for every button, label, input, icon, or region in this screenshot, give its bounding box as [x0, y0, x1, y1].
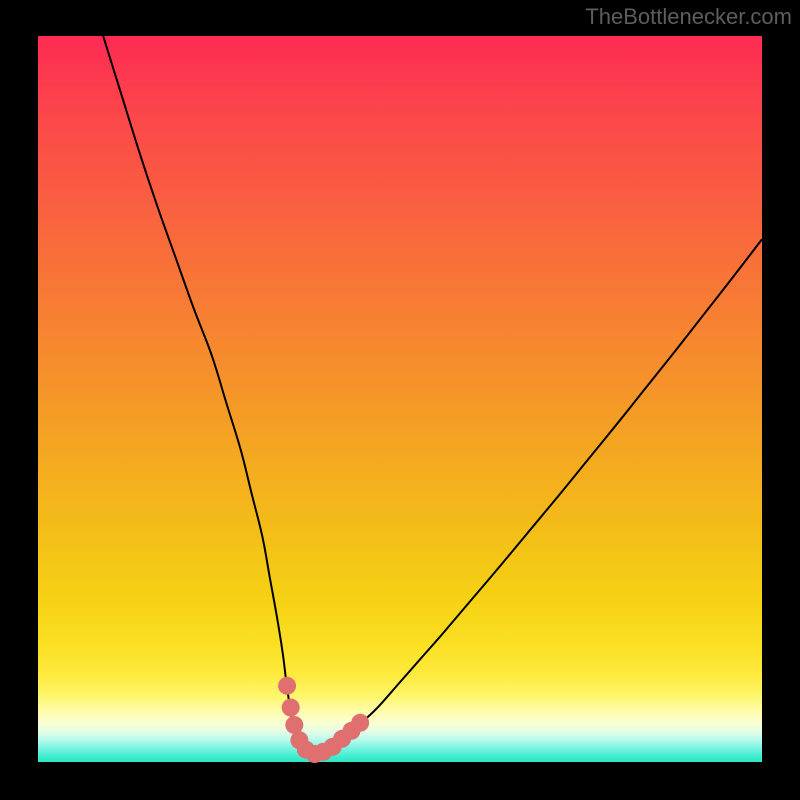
- curve-overlay: [0, 0, 800, 800]
- curve-right-branch: [310, 239, 763, 754]
- highlight-dot: [351, 714, 369, 732]
- curve-left-branch: [103, 36, 309, 755]
- highlight-dot: [285, 716, 303, 734]
- highlight-dot: [278, 677, 296, 695]
- chart-container: TheBottlenecker.com: [0, 0, 800, 800]
- highlight-dot: [282, 699, 300, 717]
